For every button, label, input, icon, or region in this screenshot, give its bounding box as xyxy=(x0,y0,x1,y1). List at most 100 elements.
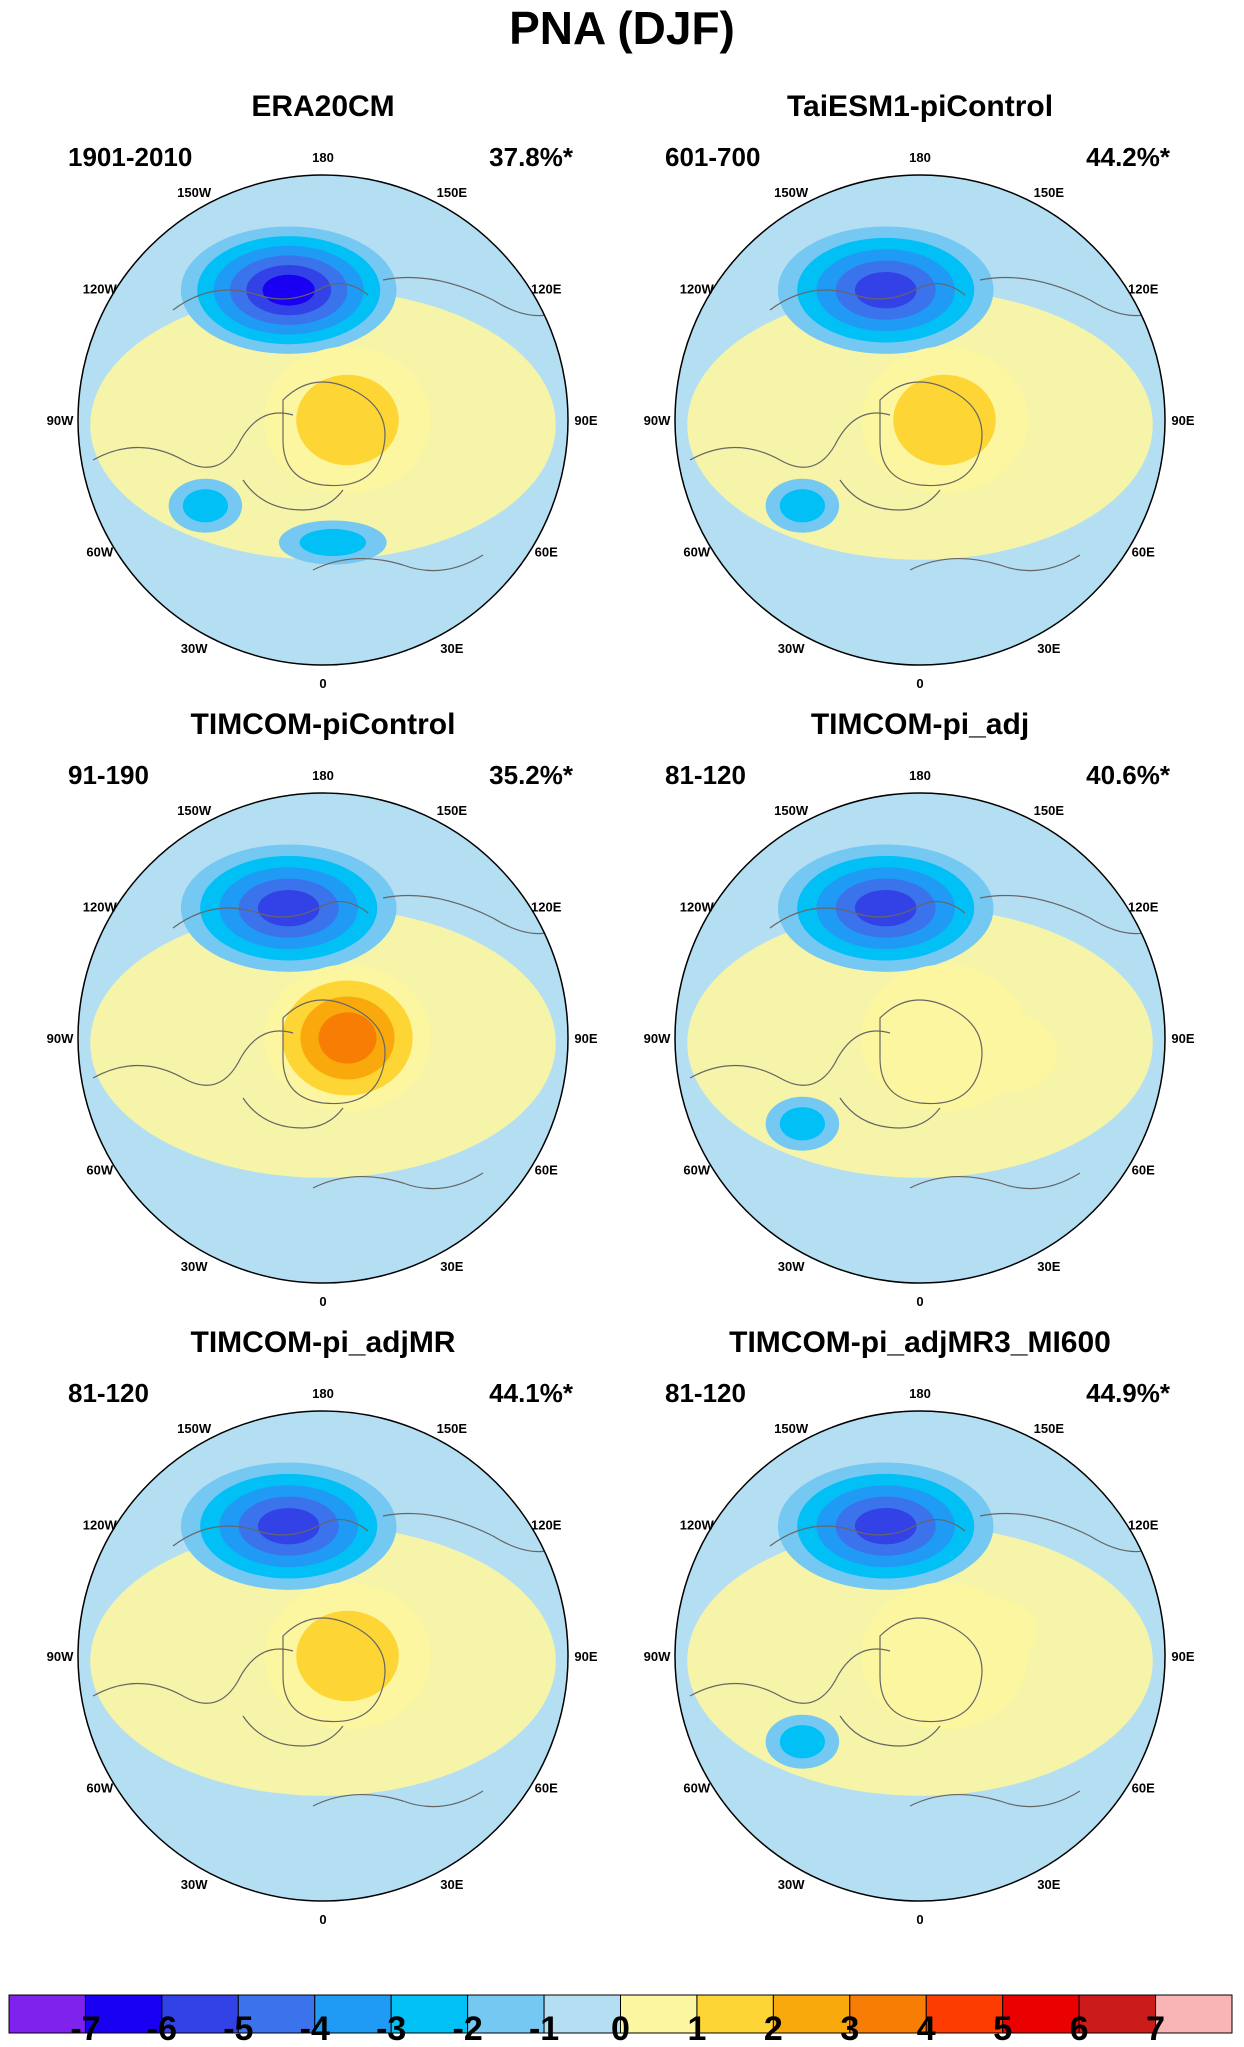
colorbar-tick-label: -2 xyxy=(453,2010,483,2047)
coastline xyxy=(312,1790,484,1808)
longitude-label: 60W xyxy=(86,545,113,560)
colorbar-tick-label: 0 xyxy=(611,2010,630,2047)
map-panel: ERA20CM 1901-2010 37.8%* 180 150E 120E 90E 60E 3… xyxy=(47,90,598,691)
coastline xyxy=(839,1097,941,1129)
colorbar-swatch xyxy=(925,1994,1004,2034)
map-field xyxy=(675,793,1165,1283)
panel-variance: 35.2%* xyxy=(489,760,574,790)
panel-variance: 44.2%* xyxy=(1086,142,1171,172)
panel-period: 81-120 xyxy=(68,1378,149,1408)
colorbar-swatch xyxy=(849,1994,927,2034)
coastline xyxy=(312,1172,484,1190)
longitude-label: 120W xyxy=(83,282,118,297)
longitude-label: 60E xyxy=(1132,1163,1155,1178)
coastline xyxy=(879,381,983,487)
longitude-label: 150W xyxy=(177,803,212,818)
coastline xyxy=(979,1512,1161,1553)
coastline xyxy=(769,1519,966,1547)
coastline xyxy=(92,1648,294,1704)
longitude-label: 30W xyxy=(778,1877,805,1892)
coastline xyxy=(172,1519,369,1547)
longitude-label: 90E xyxy=(1171,413,1194,428)
longitude-label: 120W xyxy=(83,900,118,915)
longitude-label: 60E xyxy=(535,1781,558,1796)
contour-level xyxy=(854,271,917,309)
map-panel: TIMCOM-piControl 91-190 35.2%* 180 150E 120E 9… xyxy=(47,708,598,1309)
coastline xyxy=(689,1648,891,1704)
longitude-label: 60W xyxy=(683,1781,710,1796)
longitude-label: 0 xyxy=(319,676,326,691)
coastline xyxy=(382,894,564,935)
colorbar-swatch xyxy=(161,1994,239,2034)
contour-level xyxy=(299,528,366,557)
contour-level xyxy=(182,489,229,523)
coastline xyxy=(909,554,1081,572)
colorbar-tick-label: 1 xyxy=(687,2010,706,2047)
longitude-label: 180 xyxy=(312,1386,334,1401)
panel-period: 81-120 xyxy=(665,760,746,790)
longitude-label: 0 xyxy=(916,1912,923,1927)
map-panel: TaiESM1-piControl 601-700 44.2%* 180 150E 120… xyxy=(644,90,1195,691)
longitude-label: 150W xyxy=(774,185,809,200)
negative-tropics xyxy=(675,1799,1165,1901)
longitude-label: 0 xyxy=(916,1294,923,1309)
longitude-label: 90E xyxy=(574,413,597,428)
contour-level xyxy=(959,1013,1058,1092)
coastline xyxy=(282,381,386,487)
longitude-label: 30W xyxy=(181,1259,208,1274)
contour-level xyxy=(257,1507,320,1545)
colorbar-tick-label: -3 xyxy=(376,2010,406,2047)
longitude-label: 90W xyxy=(47,1649,74,1664)
coastline xyxy=(909,1172,1081,1190)
coastline xyxy=(242,1715,344,1747)
panel-period: 91-190 xyxy=(68,760,149,790)
longitude-label: 150E xyxy=(437,803,468,818)
longitude-label: 120E xyxy=(531,282,562,297)
longitude-label: 120W xyxy=(680,1518,715,1533)
map-field xyxy=(78,175,568,665)
map-field xyxy=(78,1411,568,1901)
longitude-label: 150E xyxy=(437,1421,468,1436)
contour-level xyxy=(893,374,996,466)
longitude-label: 60E xyxy=(1132,1781,1155,1796)
contour-level xyxy=(296,1610,399,1702)
longitude-label: 30W xyxy=(778,1259,805,1274)
coastline xyxy=(689,412,891,468)
panel-title: TIMCOM-pi_adjMR3_MI600 xyxy=(729,1326,1111,1359)
panel-title: ERA20CM xyxy=(251,90,394,123)
colorbar-tick-label: -6 xyxy=(147,2010,177,2047)
colorbar-tick-label: 4 xyxy=(917,2010,936,2047)
map-border xyxy=(674,792,1166,1284)
colorbar-tick-label: -5 xyxy=(223,2010,253,2047)
colorbar-swatch xyxy=(8,1994,86,2034)
panel-period: 81-120 xyxy=(665,1378,746,1408)
longitude-label: 90W xyxy=(644,413,671,428)
coastline xyxy=(242,479,344,511)
longitude-label: 150E xyxy=(1034,1421,1065,1436)
longitude-label: 60W xyxy=(683,1163,710,1178)
map-field xyxy=(675,175,1165,665)
longitude-label: 90E xyxy=(574,1649,597,1664)
longitude-label: 30W xyxy=(778,641,805,656)
longitude-label: 90W xyxy=(47,1031,74,1046)
longitude-label: 0 xyxy=(319,1912,326,1927)
negative-tropics xyxy=(78,1799,568,1901)
contour-level xyxy=(779,1725,826,1759)
panel-variance: 37.8%* xyxy=(489,142,574,172)
coastline xyxy=(909,1790,1081,1808)
panel-period: 1901-2010 xyxy=(68,142,192,172)
coastline xyxy=(839,479,941,511)
coastline xyxy=(979,276,1161,317)
coastline xyxy=(879,999,983,1105)
longitude-label: 30W xyxy=(181,641,208,656)
negative-tropics xyxy=(78,563,568,665)
coastline xyxy=(689,1030,891,1086)
longitude-label: 90E xyxy=(1171,1031,1194,1046)
longitude-label: 90E xyxy=(574,1031,597,1046)
colorbar-swatch xyxy=(314,1994,392,2034)
map-panel: TIMCOM-pi_adj 81-120 40.6%* 180 150E 120E 90E 6… xyxy=(644,708,1195,1309)
longitude-label: 30E xyxy=(440,641,463,656)
panel-period: 601-700 xyxy=(665,142,760,172)
colorbar: -7 -6 -5 -4 -3 -2 -1 0 1 2 3 4 5 6 7 xyxy=(8,1994,1233,2047)
